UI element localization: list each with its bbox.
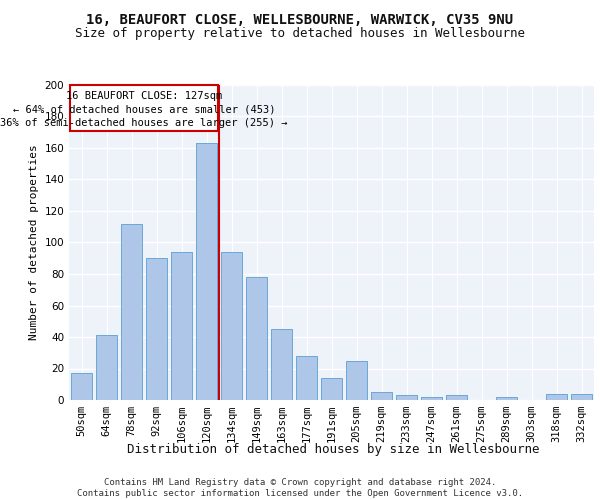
Bar	[346, 360, 367, 400]
Text: 16 BEAUFORT CLOSE: 127sqm: 16 BEAUFORT CLOSE: 127sqm	[66, 92, 222, 102]
Bar	[121, 224, 142, 400]
Bar	[396, 396, 417, 400]
Text: Size of property relative to detached houses in Wellesbourne: Size of property relative to detached ho…	[75, 28, 525, 40]
Bar	[446, 396, 467, 400]
Text: 16, BEAUFORT CLOSE, WELLESBOURNE, WARWICK, CV35 9NU: 16, BEAUFORT CLOSE, WELLESBOURNE, WARWIC…	[86, 12, 514, 26]
Text: ← 64% of detached houses are smaller (453): ← 64% of detached houses are smaller (45…	[13, 104, 275, 115]
Bar	[171, 252, 192, 400]
FancyBboxPatch shape	[70, 85, 218, 130]
Bar	[196, 144, 217, 400]
Text: Contains HM Land Registry data © Crown copyright and database right 2024.
Contai: Contains HM Land Registry data © Crown c…	[77, 478, 523, 498]
Bar	[296, 356, 317, 400]
Bar	[571, 394, 592, 400]
Text: 36% of semi-detached houses are larger (255) →: 36% of semi-detached houses are larger (…	[0, 118, 288, 128]
Bar	[146, 258, 167, 400]
Bar	[321, 378, 342, 400]
Bar	[246, 277, 267, 400]
Bar	[221, 252, 242, 400]
Bar	[271, 329, 292, 400]
Y-axis label: Number of detached properties: Number of detached properties	[29, 144, 39, 340]
Bar	[71, 373, 92, 400]
Bar	[96, 336, 117, 400]
Bar	[496, 397, 517, 400]
Text: Distribution of detached houses by size in Wellesbourne: Distribution of detached houses by size …	[127, 442, 539, 456]
Bar	[371, 392, 392, 400]
Bar	[421, 397, 442, 400]
Bar	[546, 394, 567, 400]
